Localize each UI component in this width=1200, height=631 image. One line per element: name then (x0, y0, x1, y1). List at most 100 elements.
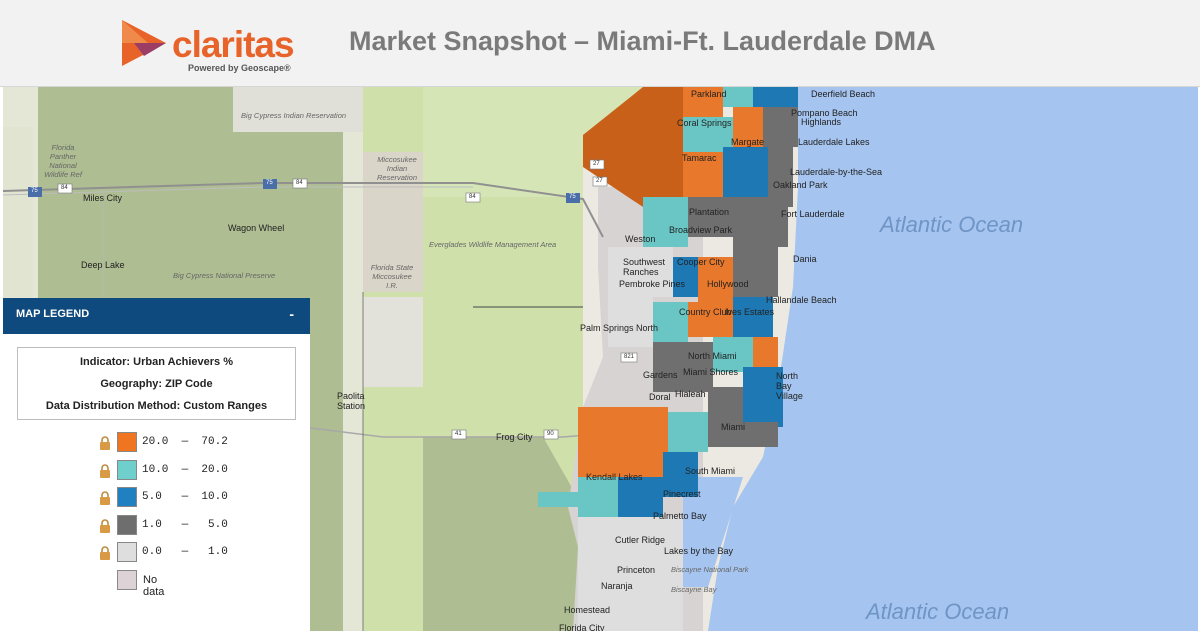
place-label: Oakland Park (773, 180, 828, 190)
atlantic-ocean (708, 87, 1198, 631)
place-label: Broadview Park (669, 225, 733, 235)
zip-block[interactable] (618, 517, 683, 631)
place-label: Highlands (801, 117, 842, 127)
shields (28, 159, 638, 440)
zip-block[interactable] (688, 197, 733, 237)
place-label: Miccosukee Indian Reservation (376, 155, 418, 182)
zip-block[interactable] (763, 107, 798, 147)
place-label: Homestead (564, 605, 611, 615)
legend-swatch[interactable] (117, 542, 137, 562)
shield-text: 27 (593, 161, 600, 167)
legend-collapse-button[interactable]: - (289, 306, 294, 322)
place-label: Ives Estates (725, 307, 775, 317)
i75-alligator-alley (3, 182, 604, 238)
i75-shield (566, 193, 580, 203)
place-label: Kendall Lakes (586, 472, 643, 482)
big-cypress-reservation (233, 87, 363, 132)
zip-block[interactable] (683, 87, 723, 117)
zip-block[interactable] (643, 197, 688, 247)
place-label: Lakes by the Bay (664, 546, 734, 556)
shield-text: 84 (469, 194, 476, 200)
zip-block[interactable] (743, 367, 783, 427)
zip-block[interactable] (723, 147, 768, 197)
place-label: Weston (625, 234, 656, 244)
legend-swatch[interactable] (117, 459, 137, 480)
zip-block[interactable] (578, 477, 618, 517)
place-label: Margate (731, 137, 765, 147)
zip-block[interactable] (673, 257, 698, 297)
biscayne-bay-water (683, 477, 743, 587)
place-label: Big Cypress National Preserve (173, 271, 276, 280)
place-label: Palmetto Bay (653, 511, 707, 521)
place-label: Naranja (601, 581, 633, 591)
zip-block[interactable] (723, 87, 753, 107)
us41-shield (451, 429, 467, 440)
zip-choropleth[interactable] (538, 87, 798, 631)
lock-icon[interactable] (99, 436, 111, 450)
legend-swatch[interactable] (117, 432, 137, 452)
place-label: Big Cypress Indian Reservation (241, 111, 347, 120)
zip-block[interactable] (753, 337, 778, 367)
place-label: Palm Springs North (580, 323, 659, 333)
legend-header[interactable]: MAP LEGEND - (3, 298, 310, 334)
claritas-logo-icon (122, 20, 166, 66)
shield-text: 75 (569, 194, 576, 200)
place-label: Florida City (559, 623, 605, 631)
place-label: Frog City (496, 432, 533, 442)
zip-block[interactable] (538, 492, 578, 507)
map-legend: MAP LEGEND - Indicator: Urban Achievers … (3, 298, 310, 631)
zip-block[interactable] (663, 452, 698, 497)
place-label: Hallandale Beach (766, 295, 837, 305)
lock-icon[interactable] (99, 546, 111, 560)
zip-block[interactable] (708, 422, 778, 447)
lock-icon[interactable] (99, 463, 111, 478)
place-label: Parkland (691, 89, 727, 99)
place-label: Pinecrest (663, 489, 701, 499)
lock-icon[interactable] (99, 491, 111, 505)
legend-swatch[interactable] (117, 514, 137, 535)
shield-text: 75 (266, 180, 273, 186)
zip-block[interactable] (608, 247, 673, 297)
legend-indicator: Indicator: Urban Achievers % (79, 356, 234, 368)
place-label: Lauderdale-by-the-Sea (790, 167, 883, 177)
zip-block[interactable] (578, 407, 668, 477)
place-label: Fort Lauderdale (781, 209, 845, 219)
zip-block[interactable] (608, 297, 653, 347)
place-label: Coral Springs (677, 118, 732, 128)
place-label: Dania (793, 254, 817, 264)
zip-block[interactable] (683, 152, 723, 197)
zip-block[interactable] (753, 87, 798, 107)
legend-swatch[interactable] (117, 487, 137, 507)
place-label: Cooper City (677, 257, 725, 267)
sr27-shield (592, 176, 608, 187)
legend-range-label: 5.0 — 10.0 (142, 491, 228, 503)
zip-block[interactable] (733, 197, 788, 247)
header-bar: claritas Powered by Geoscape® Market Sna… (0, 0, 1200, 87)
zip-block[interactable] (578, 517, 618, 631)
claritas-logo[interactable]: claritas Powered by Geoscape® (122, 20, 302, 80)
legend-title: MAP LEGEND (16, 308, 90, 320)
zip-block[interactable] (653, 302, 688, 342)
us84-shield (292, 178, 308, 189)
zip-block[interactable] (618, 477, 663, 517)
place-label: Pembroke Pines (619, 279, 686, 289)
sr90-shield (543, 429, 559, 440)
place-label: Pompano Beach (791, 108, 858, 118)
zip-block[interactable] (668, 412, 708, 452)
place-label: Everglades Wildlife Management Area (429, 240, 557, 249)
zip-block[interactable] (698, 257, 733, 302)
sr27-shield (589, 159, 605, 170)
lock-icon[interactable] (99, 518, 111, 533)
place-label: Deep Lake (81, 260, 125, 270)
zip-block[interactable] (683, 117, 733, 152)
place-label: Miami (721, 422, 745, 432)
zip-block[interactable] (713, 337, 753, 372)
legend-range-label: 0.0 — 1.0 (142, 546, 228, 558)
ocean-label: Atlantic Ocean (866, 599, 1010, 624)
zip-block[interactable] (733, 107, 763, 147)
zip-block[interactable] (733, 247, 778, 297)
zip-block[interactable] (653, 342, 713, 392)
place-label: North Miami (688, 351, 737, 361)
zip-block[interactable] (688, 302, 733, 337)
zip-orange-large[interactable] (583, 87, 683, 207)
